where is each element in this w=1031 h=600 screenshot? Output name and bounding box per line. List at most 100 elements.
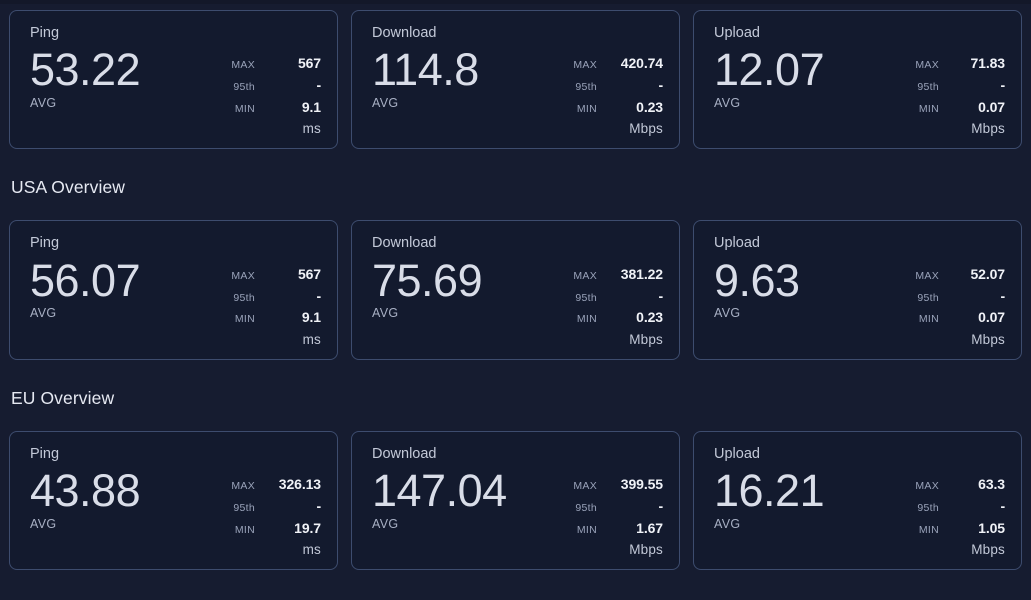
stat-label-p95: 95th: [917, 291, 939, 304]
stat-value-min: 1.05: [978, 519, 1005, 536]
stat-row-min: MIN 0.07: [897, 97, 1005, 119]
card-row-eu: Ping 43.88 AVG MAX 326.13 95th - MIN 19.7 ms Downl…: [9, 430, 1022, 571]
metric-card-usa-download[interactable]: Download 75.69 AVG MAX 381.22 95th - MIN 0.23 Mbp…: [351, 220, 680, 360]
metric-card-eu-upload[interactable]: Upload 16.21 AVG MAX 63.3 95th - MIN 1.05 Mbps: [693, 430, 1022, 571]
metric-card-usa-upload[interactable]: Upload 9.63 AVG MAX 52.07 95th - MIN 0.07 Mbps: [693, 220, 1022, 360]
stat-label-min: MIN: [918, 102, 939, 115]
average-block: 56.07 AVG: [30, 254, 141, 321]
stat-value-min: 9.1: [301, 309, 321, 326]
stat-label-max: MAX: [573, 480, 597, 493]
card-body: 75.69 AVG MAX 381.22 95th - MIN 0.23 Mbps: [372, 255, 663, 347]
stat-value-p95: -: [658, 497, 663, 514]
average-label: AVG: [714, 95, 741, 110]
stat-row-max: MAX 381.22: [555, 264, 663, 286]
average-block: 12.07 AVG: [714, 44, 825, 110]
stat-row-max: MAX 399.55: [555, 474, 663, 496]
metric-card-global-ping[interactable]: Ping 53.22 AVG MAX 567 95th - MIN 9.1 ms: [9, 10, 338, 150]
stat-value-max: 567: [297, 265, 321, 282]
stat-label-p95: 95th: [233, 81, 255, 94]
stat-value-p95: -: [658, 287, 663, 304]
metric-card-global-download[interactable]: Download 114.8 AVG MAX 420.74 95th - MIN 0.23 Mbp…: [351, 10, 680, 150]
average-value: 56.07: [30, 254, 141, 306]
stat-value-max: 399.55: [620, 476, 663, 493]
stat-row-max: MAX 63.3: [897, 474, 1005, 496]
stat-value-min: 0.23: [636, 309, 663, 326]
section-eu: EU Overview Ping 43.88 AVG MAX 326.13 95th - MIN…: [9, 387, 1022, 571]
average-value: 147.04: [372, 465, 507, 517]
stats-block: MAX 381.22 95th - MIN 0.23 Mbps: [555, 255, 663, 347]
stat-row-min: MIN 0.23: [555, 97, 663, 119]
stat-row-min: MIN 1.05: [897, 518, 1005, 540]
card-row-global: Ping 53.22 AVG MAX 567 95th - MIN 9.1 ms Download 1…: [9, 0, 1022, 150]
card-body: 114.8 AVG MAX 420.74 95th - MIN 0.23 Mbps: [372, 44, 663, 136]
average-value: 16.21: [714, 465, 825, 517]
metric-card-eu-download[interactable]: Download 147.04 AVG MAX 399.55 95th - MIN 1.67 Mb…: [351, 430, 680, 571]
stats-block: MAX 420.74 95th - MIN 0.23 Mbps: [555, 44, 663, 136]
stat-value-p95: -: [1000, 497, 1005, 514]
average-value: 114.8: [372, 44, 479, 96]
stat-value-p95: -: [316, 497, 321, 514]
average-label: AVG: [372, 516, 399, 531]
card-row-usa: Ping 56.07 AVG MAX 567 95th - MIN 9.1 ms Download 7…: [9, 220, 1022, 360]
stats-block: MAX 399.55 95th - MIN 1.67 Mbps: [555, 465, 663, 557]
stat-row-min: MIN 1.67: [555, 518, 663, 540]
stats-block: MAX 71.83 95th - MIN 0.07 Mbps: [897, 44, 1005, 136]
stat-label-min: MIN: [576, 313, 597, 326]
average-value: 43.88: [30, 465, 141, 517]
sections-container: Ping 53.22 AVG MAX 567 95th - MIN 9.1 ms Download 1…: [9, 0, 1022, 571]
stat-label-min: MIN: [234, 523, 255, 536]
stat-row-p95: 95th -: [213, 286, 321, 308]
stat-value-min: 0.07: [978, 309, 1005, 326]
average-label: AVG: [372, 95, 399, 110]
stat-row-min: MIN 19.7: [213, 518, 321, 540]
stat-label-min: MIN: [576, 102, 597, 115]
stat-label-min: MIN: [918, 313, 939, 326]
card-title-download: Download: [372, 235, 437, 252]
stats-block: MAX 567 95th - MIN 9.1 ms: [213, 44, 321, 136]
stat-value-max: 326.13: [278, 476, 321, 493]
stat-label-max: MAX: [231, 59, 255, 72]
stat-label-p95: 95th: [917, 501, 939, 514]
stat-row-min: MIN 0.23: [555, 307, 663, 329]
metric-card-eu-ping[interactable]: Ping 43.88 AVG MAX 326.13 95th - MIN 19.7 ms: [9, 430, 338, 571]
stat-value-p95: -: [316, 287, 321, 304]
stat-row-max: MAX 567: [213, 53, 321, 75]
unit-label: Mbps: [971, 542, 1005, 558]
stat-value-min: 19.7: [294, 519, 321, 536]
average-block: 9.63 AVG: [714, 254, 800, 321]
stat-value-p95: -: [1000, 287, 1005, 304]
stat-label-min: MIN: [918, 523, 939, 536]
average-block: 75.69 AVG: [372, 254, 483, 321]
average-label: AVG: [30, 306, 57, 321]
average-block: 43.88 AVG: [30, 465, 141, 531]
stat-label-p95: 95th: [575, 291, 597, 304]
stat-label-max: MAX: [231, 480, 255, 493]
stat-row-p95: 95th -: [555, 75, 663, 97]
unit-label: Mbps: [971, 331, 1005, 347]
stats-block: MAX 63.3 95th - MIN 1.05 Mbps: [897, 465, 1005, 557]
card-body: 43.88 AVG MAX 326.13 95th - MIN 19.7 ms: [30, 465, 321, 557]
section-title-eu: EU Overview: [11, 387, 115, 408]
average-value: 75.69: [372, 254, 483, 306]
stat-row-p95: 95th -: [897, 75, 1005, 97]
stat-value-min: 0.07: [978, 98, 1005, 115]
unit-label: ms: [302, 542, 321, 558]
metric-card-usa-ping[interactable]: Ping 56.07 AVG MAX 567 95th - MIN 9.1 ms: [9, 220, 338, 360]
metric-card-global-upload[interactable]: Upload 12.07 AVG MAX 71.83 95th - MIN 0.07 Mbps: [693, 10, 1022, 150]
stat-value-max: 381.22: [620, 265, 663, 282]
unit-label: ms: [302, 331, 321, 347]
average-label: AVG: [714, 516, 741, 531]
stat-label-p95: 95th: [575, 501, 597, 514]
card-title-upload: Upload: [714, 25, 760, 41]
scroll-cutoff-strip: [0, 0, 1031, 4]
stat-label-p95: 95th: [575, 81, 597, 94]
average-value: 12.07: [714, 44, 825, 96]
stat-label-p95: 95th: [917, 81, 939, 94]
stat-label-p95: 95th: [233, 291, 255, 304]
unit-label: Mbps: [629, 331, 663, 347]
average-value: 9.63: [714, 254, 800, 306]
unit-label: ms: [302, 121, 321, 137]
stat-row-max: MAX 52.07: [897, 264, 1005, 286]
unit-label: Mbps: [629, 121, 663, 137]
